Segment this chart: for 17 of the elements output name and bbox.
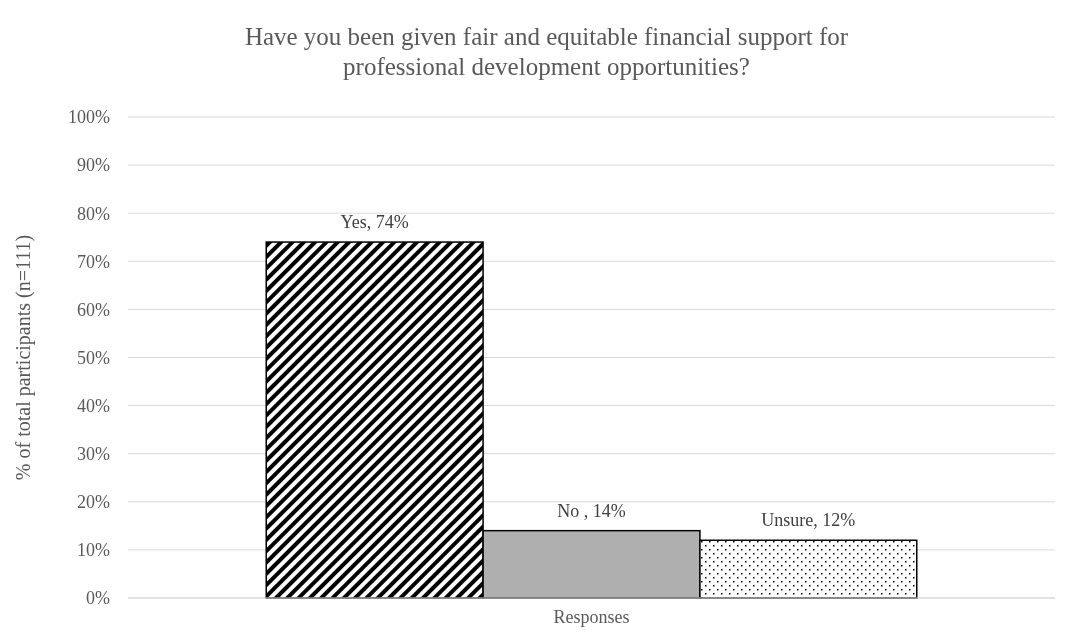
y-tick-label: 100% (68, 107, 110, 128)
y-tick-label: 30% (77, 444, 110, 464)
y-axis-title: % of total participants (n=111) (12, 234, 35, 481)
y-tick-label: 60% (77, 299, 110, 320)
data-label: Unsure, 12% (761, 510, 856, 531)
y-tick-label: 70% (77, 251, 110, 272)
data-label: Yes, 74% (340, 212, 409, 233)
x-tick-label: Responses (553, 607, 630, 627)
y-tick-label: 10% (77, 540, 110, 561)
y-tick-label: 90% (77, 155, 110, 176)
y-tick-label: 40% (77, 395, 110, 416)
y-tick-label: 20% (77, 492, 110, 513)
y-tick-label: 50% (77, 347, 110, 368)
y-tick-label: 80% (77, 203, 110, 224)
data-label: No , 14% (557, 500, 626, 521)
chart-title: Have you been given fair and equitable financial support for professional development opportunities? (244, 23, 849, 80)
y-tick-label: 0% (86, 588, 110, 609)
